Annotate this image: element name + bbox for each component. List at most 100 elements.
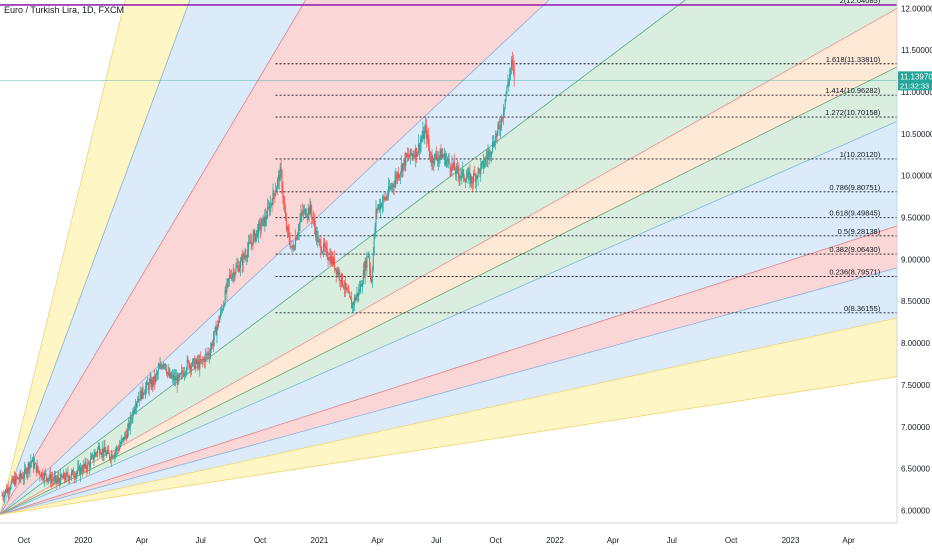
candle-body bbox=[56, 480, 58, 482]
candle-body bbox=[293, 247, 295, 250]
price-countdown: 21:32:33 bbox=[900, 81, 929, 90]
candle-body bbox=[347, 289, 349, 293]
candle-body bbox=[255, 233, 257, 241]
candle-body bbox=[327, 257, 329, 260]
candle-body bbox=[432, 156, 434, 163]
candle-body bbox=[173, 376, 175, 381]
candle-body bbox=[286, 219, 288, 230]
candle-body bbox=[204, 354, 206, 363]
candle-body bbox=[500, 127, 502, 130]
candle-body bbox=[389, 186, 391, 190]
candle-body bbox=[382, 197, 384, 203]
candle-body bbox=[134, 408, 136, 413]
candle-body bbox=[177, 375, 179, 385]
candle-body bbox=[77, 467, 79, 472]
candle-body bbox=[472, 182, 474, 184]
candle-body bbox=[189, 365, 191, 369]
candle-body bbox=[20, 472, 22, 478]
candle-body bbox=[456, 165, 458, 168]
x-tick-label: Apr bbox=[607, 536, 620, 545]
candle-body bbox=[295, 238, 297, 240]
candle-body bbox=[186, 359, 188, 371]
candle-body bbox=[197, 361, 199, 364]
candle-body bbox=[497, 124, 499, 132]
candle-body bbox=[96, 452, 98, 454]
candle-body bbox=[38, 470, 40, 473]
candle-body bbox=[241, 257, 243, 266]
candle-body bbox=[2, 495, 4, 497]
candle-body bbox=[27, 463, 29, 472]
candle-body bbox=[6, 488, 8, 493]
candle-body bbox=[314, 227, 316, 237]
candle-body bbox=[128, 423, 130, 428]
candle-body bbox=[283, 197, 285, 203]
fib-level-label: 0.786(9.80751) bbox=[829, 183, 880, 192]
candle-body bbox=[434, 153, 436, 164]
candle-body bbox=[417, 143, 419, 153]
candle-body bbox=[122, 437, 124, 440]
candle-body bbox=[288, 232, 290, 241]
candle-body bbox=[389, 187, 391, 190]
candle-body bbox=[314, 219, 316, 228]
candle-body bbox=[303, 210, 305, 214]
candle-body bbox=[165, 369, 167, 374]
candle-body bbox=[464, 178, 466, 181]
candle-body bbox=[188, 361, 190, 369]
candle-body bbox=[1, 495, 3, 497]
candle-body bbox=[84, 462, 86, 467]
candle-body bbox=[91, 454, 93, 457]
candle-body bbox=[345, 283, 347, 289]
candle-body bbox=[194, 363, 196, 369]
candle-body bbox=[208, 353, 210, 355]
candle-body bbox=[132, 410, 134, 419]
candle-body bbox=[355, 296, 357, 301]
candle-body bbox=[44, 472, 46, 474]
chart-title: Euro / Turkish Lira, 1D, FXCM bbox=[4, 5, 125, 15]
candle-body bbox=[491, 151, 493, 155]
candle-body bbox=[57, 477, 59, 481]
fan-ray bbox=[0, 120, 897, 515]
candle-body bbox=[110, 453, 112, 460]
candle-body bbox=[62, 473, 64, 479]
candle-body bbox=[200, 359, 202, 362]
candle-body bbox=[153, 376, 155, 385]
candle-body bbox=[413, 155, 415, 157]
candle-body bbox=[420, 140, 422, 144]
candle-body bbox=[427, 134, 429, 146]
candle-body bbox=[466, 177, 468, 179]
candle-body bbox=[220, 311, 222, 318]
candle-body bbox=[494, 136, 496, 146]
candle-body bbox=[205, 354, 207, 355]
candle-body bbox=[61, 474, 63, 478]
x-tick-label: 2022 bbox=[546, 536, 564, 545]
candle-body bbox=[496, 131, 498, 138]
candle-body bbox=[41, 472, 43, 478]
candle-body bbox=[388, 186, 390, 196]
candle-body bbox=[379, 203, 381, 210]
candle-body bbox=[80, 467, 82, 475]
candle-body bbox=[236, 266, 238, 268]
candle-body bbox=[103, 446, 105, 455]
candle-body bbox=[125, 434, 127, 435]
candle-body bbox=[512, 62, 514, 68]
candle-body bbox=[49, 473, 51, 479]
candle-body bbox=[99, 453, 101, 455]
candle-body bbox=[407, 155, 409, 158]
fib-level-label: 1(10.20120) bbox=[840, 150, 881, 159]
candle-body bbox=[478, 168, 480, 170]
candle-body bbox=[321, 251, 323, 253]
candle-body bbox=[46, 477, 48, 481]
y-tick-label: 8.50000 bbox=[901, 297, 930, 306]
y-tick-label: 12.00000 bbox=[901, 4, 932, 13]
fan-ray bbox=[0, 376, 897, 516]
candle-body bbox=[107, 450, 109, 453]
fan-ray bbox=[0, 0, 686, 515]
candle-body bbox=[393, 186, 395, 187]
candle-body bbox=[492, 141, 494, 152]
candle-body bbox=[89, 463, 91, 468]
candle-body bbox=[371, 270, 373, 283]
candle-body bbox=[239, 267, 241, 272]
candle-body bbox=[201, 359, 203, 362]
